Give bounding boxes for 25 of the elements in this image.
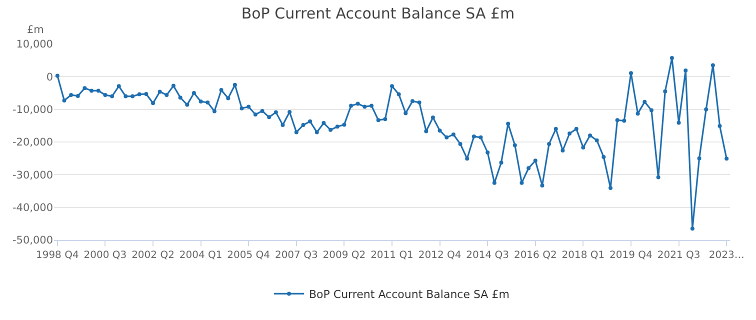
x-tick-label: 2005 Q4 — [227, 250, 270, 261]
x-tick-label: 2019 Q4 — [610, 250, 652, 261]
legend-label: BoP Current Account Balance SA £m — [309, 288, 510, 301]
x-tick-label: 2018 Q1 — [562, 250, 605, 261]
chart-title: BoP Current Account Balance SA £m — [241, 4, 515, 22]
x-tick-label: 2009 Q2 — [322, 250, 366, 261]
x-tick-label: 2014 Q3 — [466, 250, 510, 261]
x-tick-label: 2004 Q1 — [179, 250, 222, 261]
x-tick-label: 2023… — [708, 250, 744, 261]
y-tick-label: -50,000 — [12, 234, 53, 247]
y-tick-label: -20,000 — [12, 136, 53, 149]
x-tick-label: 2002 Q2 — [132, 250, 174, 261]
y-axis-title: £m — [27, 24, 44, 36]
x-tick-label: 2021 Q3 — [657, 250, 700, 261]
x-tick-label: 2011 Q1 — [370, 250, 414, 261]
x-tick-label: 2012 Q4 — [418, 250, 462, 261]
x-tick-label: 2016 Q2 — [514, 250, 557, 261]
y-tick-label: -40,000 — [12, 202, 53, 214]
y-tick-label: 10,000 — [16, 38, 53, 51]
y-tick-label: -10,000 — [12, 104, 53, 116]
y-tick-label: 0 — [46, 71, 53, 84]
x-tick-label: 2000 Q3 — [84, 250, 127, 261]
x-tick-label: 1998 Q4 — [36, 250, 79, 261]
x-tick-label: 2007 Q3 — [274, 250, 318, 261]
y-tick-label: -30,000 — [12, 169, 53, 182]
